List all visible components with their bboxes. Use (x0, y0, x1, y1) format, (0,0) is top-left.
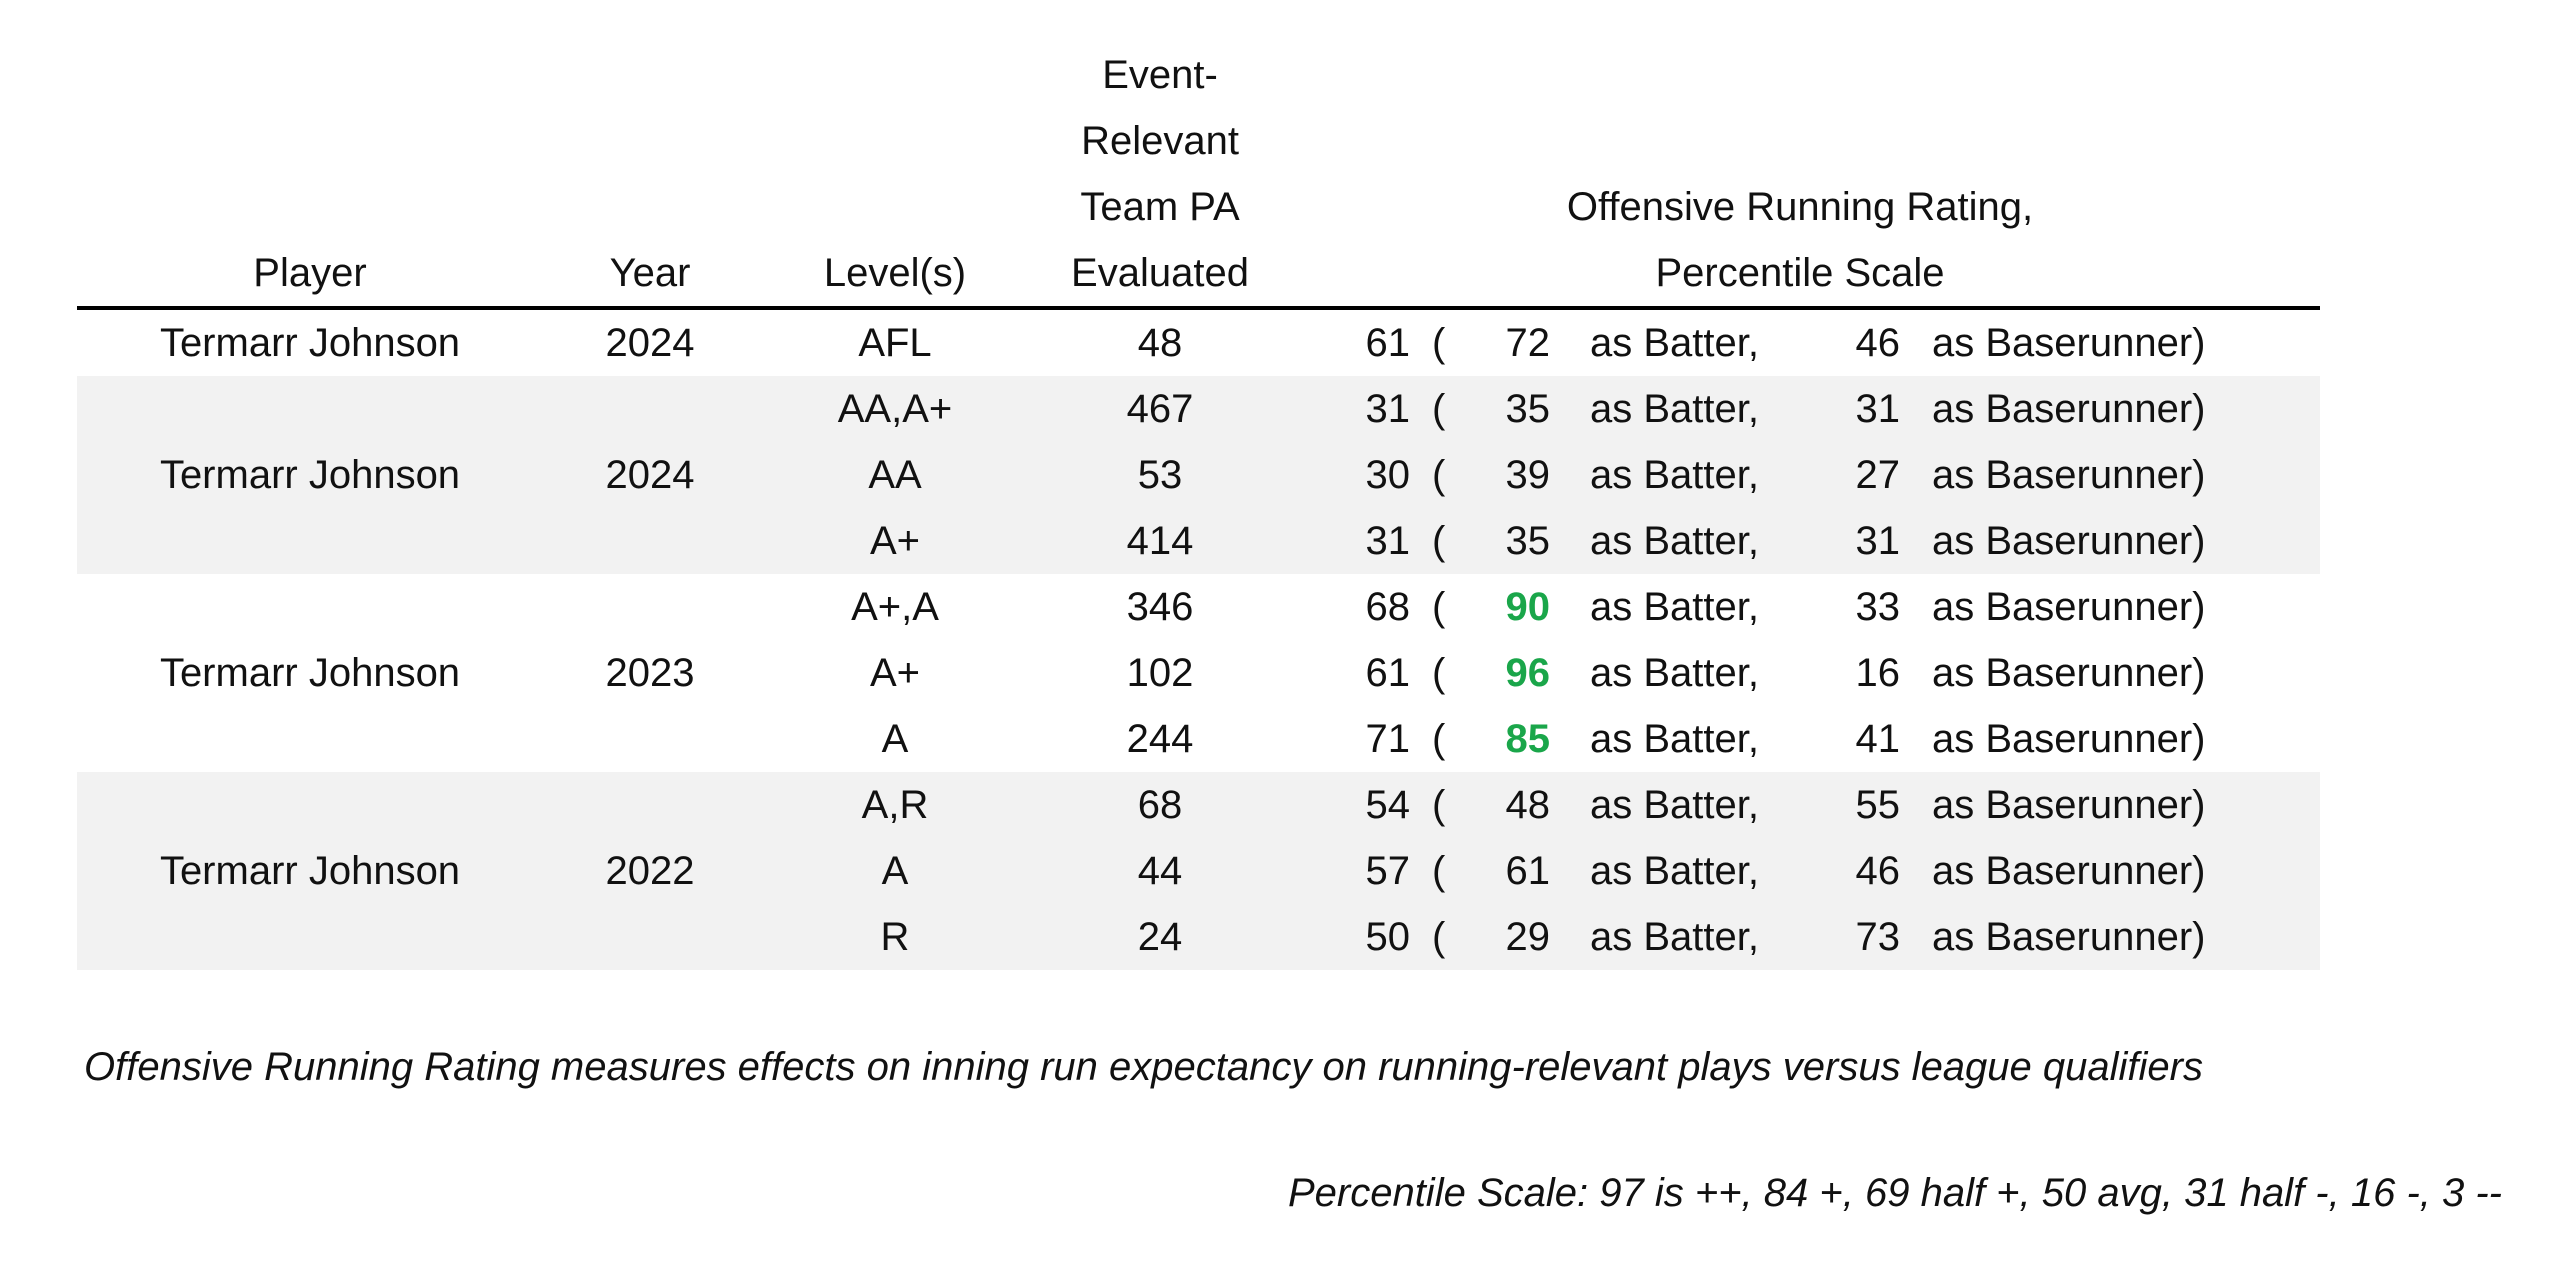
team-pa: 244 (1126, 717, 1194, 761)
baserunner-label: as Baserunner) (1932, 783, 2206, 827)
player-name: Termarr Johnson (159, 849, 461, 893)
header-player: Player (253, 251, 367, 295)
level: AFL (858, 321, 932, 365)
running-rating: 31 (1365, 519, 1411, 563)
baserunner-percentile: 46 (1855, 321, 1901, 365)
open-paren: ( (1432, 651, 1446, 695)
level: A+ (869, 519, 921, 563)
level: A (881, 849, 909, 893)
group-band (77, 772, 2320, 970)
baserunner-percentile: 55 (1855, 783, 1901, 827)
year: 2022 (605, 849, 695, 893)
scale-note: Percentile Scale: 97 is ++, 84 +, 69 hal… (1287, 1171, 2502, 1215)
level: A+,A (851, 585, 939, 629)
team-pa: 102 (1126, 651, 1194, 695)
level: AA,A+ (837, 387, 953, 431)
running-rating: 61 (1365, 651, 1411, 695)
running-rating: 68 (1365, 585, 1411, 629)
running-rating: 50 (1365, 915, 1411, 959)
baserunner-label: as Baserunner) (1932, 387, 2206, 431)
header-year: Year (609, 251, 691, 295)
level: AA (868, 453, 922, 497)
batter-percentile: 35 (1505, 387, 1551, 431)
batter-percentile: 72 (1505, 321, 1551, 365)
batter-percentile: 61 (1505, 849, 1551, 893)
open-paren: ( (1432, 519, 1446, 563)
baserunner-label: as Baserunner) (1932, 585, 2206, 629)
batter-percentile: 48 (1505, 783, 1551, 827)
running-rating: 54 (1365, 783, 1411, 827)
baserunner-percentile: 46 (1855, 849, 1901, 893)
batter-label: as Batter, (1590, 783, 1759, 827)
baserunner-percentile: 73 (1855, 915, 1901, 959)
baserunner-label: as Baserunner) (1932, 717, 2206, 761)
batter-percentile: 39 (1505, 453, 1551, 497)
baserunner-label: as Baserunner) (1932, 849, 2206, 893)
open-paren: ( (1432, 387, 1446, 431)
running-rating: 30 (1365, 453, 1411, 497)
player-name: Termarr Johnson (159, 453, 461, 497)
batter-percentile: 85 (1505, 717, 1551, 761)
running-rating: 71 (1365, 717, 1411, 761)
level: A+ (869, 651, 921, 695)
batter-label: as Batter, (1590, 849, 1759, 893)
running-rating: 61 (1365, 321, 1411, 365)
team-pa: 68 (1137, 783, 1183, 827)
batter-label: as Batter, (1590, 585, 1759, 629)
batter-label: as Batter, (1590, 651, 1759, 695)
batter-label: as Batter, (1590, 453, 1759, 497)
year: 2023 (605, 651, 695, 695)
team-pa: 44 (1137, 849, 1183, 893)
running-rating: 57 (1365, 849, 1411, 893)
open-paren: ( (1432, 717, 1446, 761)
baserunner-percentile: 31 (1855, 519, 1901, 563)
baserunner-label: as Baserunner) (1932, 453, 2206, 497)
footnote: Offensive Running Rating measures effect… (84, 1045, 2203, 1089)
open-paren: ( (1432, 585, 1446, 629)
running-rating: 31 (1365, 387, 1411, 431)
header-rule (77, 306, 2320, 310)
baserunner-label: as Baserunner) (1932, 321, 2206, 365)
batter-label: as Batter, (1590, 915, 1759, 959)
baserunner-label: as Baserunner) (1932, 519, 2206, 563)
level: R (880, 915, 910, 959)
baserunner-percentile: 31 (1855, 387, 1901, 431)
batter-percentile: 35 (1505, 519, 1551, 563)
group-band (77, 376, 2320, 574)
team-pa: 414 (1126, 519, 1194, 563)
team-pa: 467 (1126, 387, 1194, 431)
baserunner-label: as Baserunner) (1932, 915, 2206, 959)
header-levels: Level(s) (823, 251, 967, 295)
open-paren: ( (1432, 783, 1446, 827)
header-pa: Event- Relevant Team PA Evaluated (1071, 53, 1249, 295)
baserunner-percentile: 27 (1855, 453, 1901, 497)
team-pa: 24 (1137, 915, 1183, 959)
batter-label: as Batter, (1590, 321, 1759, 365)
batter-percentile: 90 (1505, 585, 1551, 629)
level: A,R (861, 783, 929, 827)
batter-label: as Batter, (1590, 387, 1759, 431)
baserunner-percentile: 33 (1855, 585, 1901, 629)
batter-label: as Batter, (1590, 717, 1759, 761)
year: 2024 (605, 321, 695, 365)
team-pa: 53 (1137, 453, 1183, 497)
baserunner-percentile: 41 (1855, 717, 1901, 761)
baserunner-percentile: 16 (1855, 651, 1901, 695)
baserunner-label: as Baserunner) (1932, 651, 2206, 695)
batter-percentile: 96 (1505, 651, 1551, 695)
header-rating: Offensive Running Rating, Percentile Sca… (1566, 185, 2034, 295)
level: A (881, 717, 909, 761)
batter-percentile: 29 (1505, 915, 1551, 959)
open-paren: ( (1432, 915, 1446, 959)
team-pa: 346 (1126, 585, 1194, 629)
team-pa: 48 (1137, 321, 1183, 365)
year: 2024 (605, 453, 695, 497)
open-paren: ( (1432, 321, 1446, 365)
open-paren: ( (1432, 453, 1446, 497)
batter-label: as Batter, (1590, 519, 1759, 563)
player-name: Termarr Johnson (159, 651, 461, 695)
player-name: Termarr Johnson (159, 321, 461, 365)
open-paren: ( (1432, 849, 1446, 893)
